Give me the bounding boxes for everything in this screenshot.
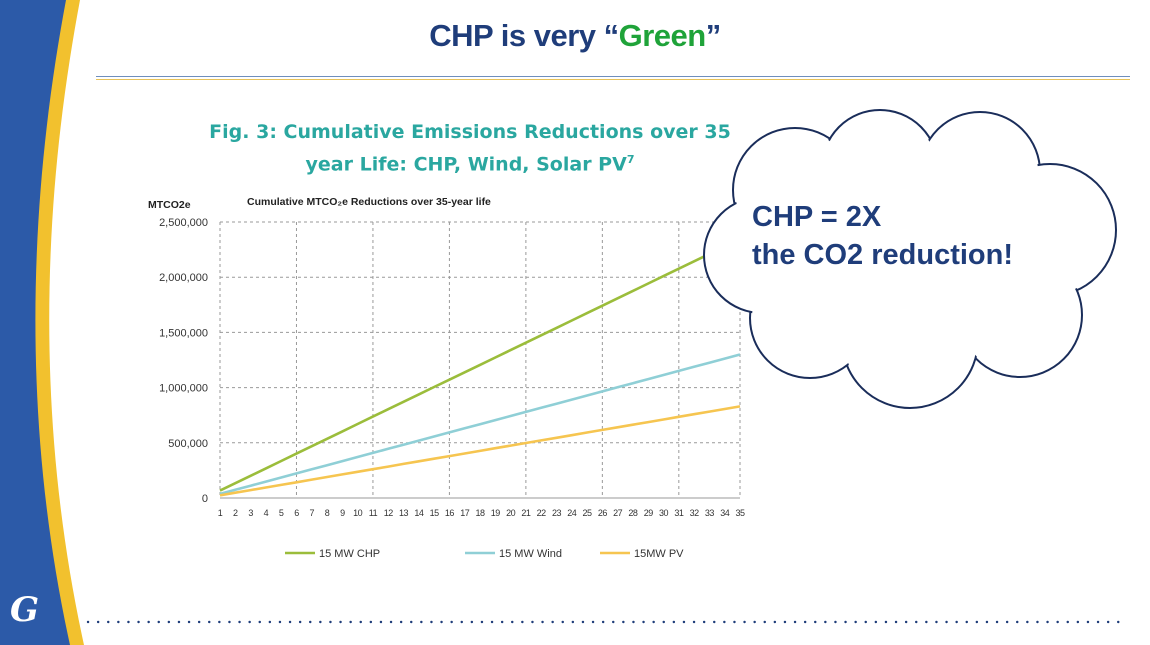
title-prefix: CHP is very “ xyxy=(429,18,619,53)
cloud-core xyxy=(745,150,1065,360)
x-tick-label: 16 xyxy=(445,508,455,518)
x-tick-label: 2 xyxy=(233,508,238,518)
footer-dotted-rule xyxy=(86,620,1130,624)
legend-label: 15 MW Wind xyxy=(499,548,562,560)
x-tick-label: 27 xyxy=(613,508,623,518)
x-tick-label: 29 xyxy=(644,508,654,518)
callout-line1: CHP = 2X xyxy=(752,201,882,233)
slide-title: CHP is very “Green” xyxy=(0,18,1150,54)
y-tick-label: 1,000,000 xyxy=(159,383,208,395)
callout-text: CHP = 2X the CO2 reduction! xyxy=(752,198,1013,274)
x-tick-label: 10 xyxy=(353,508,363,518)
x-tick-label: 5 xyxy=(279,508,284,518)
x-tick-label: 21 xyxy=(521,508,531,518)
x-tick-label: 4 xyxy=(264,508,269,518)
x-tick-label: 14 xyxy=(414,508,424,518)
x-tick-label: 12 xyxy=(384,508,394,518)
x-tick-label: 19 xyxy=(491,508,501,518)
x-tick-label: 18 xyxy=(475,508,485,518)
x-tick-label: 26 xyxy=(598,508,608,518)
x-tick-label: 32 xyxy=(690,508,700,518)
company-logo: G xyxy=(10,590,40,630)
legend-label: 15 MW CHP xyxy=(319,548,380,560)
title-rule-gold xyxy=(96,79,1130,80)
callout-line2: the CO2 reduction! xyxy=(752,239,1014,271)
y-tick-label: 2,500,000 xyxy=(159,217,208,229)
title-suffix: ” xyxy=(705,18,722,53)
x-tick-label: 24 xyxy=(567,508,577,518)
x-tick-label: 3 xyxy=(248,508,253,518)
x-tick-label: 31 xyxy=(674,508,684,518)
x-tick-label: 17 xyxy=(460,508,470,518)
y-tick-label: 2,000,000 xyxy=(159,272,208,284)
x-tick-label: 34 xyxy=(720,508,730,518)
figure-title-line1: Fig. 3: Cumulative Emissions Reductions … xyxy=(209,121,731,143)
x-tick-label: 28 xyxy=(628,508,638,518)
x-tick-label: 20 xyxy=(506,508,516,518)
x-tick-label: 23 xyxy=(552,508,562,518)
legend-label: 15MW PV xyxy=(634,548,684,560)
figure-title-footnote: 7 xyxy=(626,153,635,166)
x-tick-label: 22 xyxy=(537,508,547,518)
y-tick-label: 500,000 xyxy=(168,438,208,450)
figure-title-line2-wrap: year Life: CHP, Wind, Solar PV7 xyxy=(180,146,760,178)
x-tick-label: 11 xyxy=(369,508,378,518)
left-decorative-band xyxy=(0,0,84,645)
series-line xyxy=(219,353,741,496)
y-axis-label: MTCO2e xyxy=(148,199,191,211)
blue-band xyxy=(0,0,70,645)
x-tick-label: 30 xyxy=(659,508,669,518)
y-tick-label: 0 xyxy=(202,493,208,505)
x-tick-label: 25 xyxy=(583,508,593,518)
figure-title: Fig. 3: Cumulative Emissions Reductions … xyxy=(180,118,760,178)
title-highlight: Green xyxy=(618,18,707,53)
chart-title: Cumulative MTCO₂e Reductions over 35-yea… xyxy=(247,196,491,208)
series-line xyxy=(219,405,741,497)
x-tick-label: 8 xyxy=(325,508,330,518)
x-tick-label: 33 xyxy=(705,508,715,518)
cloud-fill xyxy=(706,112,1114,406)
y-tick-label: 1,500,000 xyxy=(159,327,208,339)
emissions-chart: Cumulative MTCO₂e Reductions over 35-yea… xyxy=(148,196,745,560)
x-tick-label: 1 xyxy=(218,508,223,518)
x-tick-label: 13 xyxy=(399,508,409,518)
figure-title-line2: year Life: CHP, Wind, Solar PV xyxy=(305,153,627,176)
x-tick-label: 9 xyxy=(340,508,345,518)
x-tick-label: 7 xyxy=(310,508,315,518)
x-tick-label: 35 xyxy=(735,508,745,518)
series-line xyxy=(219,237,741,492)
x-tick-label: 6 xyxy=(294,508,299,518)
title-rule-blue xyxy=(96,76,1130,77)
x-tick-label: 15 xyxy=(430,508,440,518)
callout-cloud xyxy=(703,109,1117,409)
